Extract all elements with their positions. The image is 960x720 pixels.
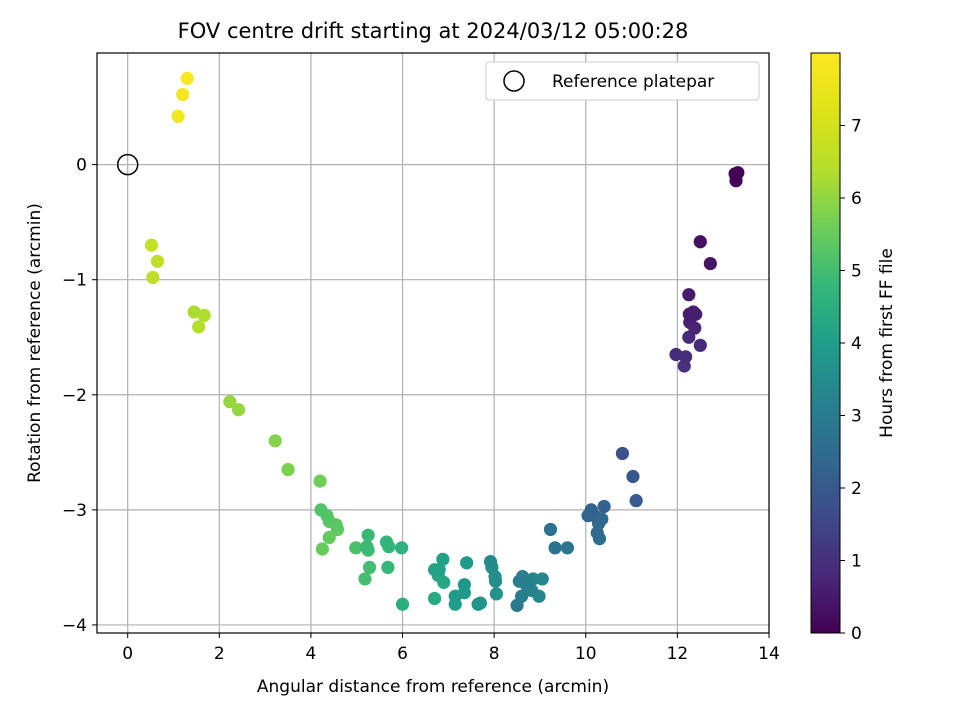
colorbar-tick-label: 1 [851,552,862,572]
data-point [223,395,237,409]
x-tick-label: 0 [122,644,133,664]
data-point [322,530,336,545]
data-point [703,256,717,271]
data-point [381,560,395,575]
data-points [144,71,745,612]
data-point [314,503,328,517]
data-point [379,535,394,549]
colorbar-tick-label: 7 [851,117,862,137]
colorbar-tick-label: 6 [851,189,862,209]
x-tick-label: 14 [758,644,780,664]
legend-entry-reference: Reference platepar [552,72,714,92]
data-point [669,347,683,362]
data-point [362,560,377,575]
colorbar-tick-label: 0 [851,624,862,644]
data-point [473,596,488,610]
x-tick-label: 2 [214,644,225,664]
data-point [682,288,696,302]
y-tick-label: −3 [62,501,87,521]
y-axis-ticks: 0 −1 −2 −3 −4 [62,156,97,636]
legend-reference-marker [503,70,525,92]
data-point [395,541,409,555]
data-point [597,499,611,514]
x-axis-label: Angular distance from reference (arcmin) [257,677,609,697]
data-point [629,494,643,508]
legend: Reference platepar [485,61,760,101]
x-axis-ticks: 0 2 4 6 8 10 12 14 [122,633,780,664]
data-point [626,469,640,484]
chart-title: FOV centre drift starting at 2024/03/12 … [178,19,689,43]
y-tick-label: −4 [62,616,87,636]
data-point [432,563,446,577]
data-point [176,87,190,102]
y-tick-label: −2 [62,386,87,406]
data-point [682,307,696,321]
x-tick-label: 6 [397,644,408,664]
data-point [315,542,329,556]
data-point [144,238,159,252]
legend-box [485,61,760,101]
data-point [460,556,474,570]
data-point [281,462,295,477]
data-point [180,71,194,85]
data-point [171,109,185,123]
data-point [313,474,327,488]
x-tick-label: 10 [575,644,597,664]
colorbar-tick-label: 5 [851,262,862,282]
data-point [535,572,549,586]
data-point [560,541,575,555]
reference-platepar-marker [116,153,139,176]
y-axis-label: Rotation from reference (arcmin) [25,203,45,483]
data-point [428,591,442,606]
data-point [693,338,707,352]
data-point [489,587,504,601]
x-tick-label: 12 [667,644,689,664]
data-point [360,540,374,554]
data-point [515,570,530,584]
data-point [457,578,471,592]
data-point [268,434,282,448]
data-point [584,503,598,517]
reference-marker-group [116,153,139,176]
data-point [693,235,707,249]
data-point [510,598,524,612]
colorbar-tick-label: 3 [851,407,862,427]
y-tick-label: −1 [62,271,87,291]
data-point [483,555,498,569]
data-point [187,305,201,319]
data-point [197,308,211,322]
data-point [349,541,363,555]
colorbar-label: Hours from first FF file [877,248,897,438]
data-point [543,522,558,537]
data-point [731,166,745,180]
data-point [395,597,410,611]
x-tick-label: 4 [306,644,317,664]
data-point [436,552,450,566]
x-tick-label: 8 [489,644,500,664]
data-point [358,572,372,586]
colorbar [810,52,841,634]
data-point [615,446,630,461]
data-point [192,320,206,334]
data-point [231,403,246,417]
colorbar-tick-label: 4 [851,334,862,354]
data-point [150,254,165,268]
y-tick-label: 0 [76,156,87,176]
data-point [146,270,160,285]
colorbar-ticks: 0 1 2 3 4 5 6 7 [840,117,862,644]
data-point [361,528,375,542]
data-point [548,541,562,555]
colorbar-tick-label: 2 [851,479,862,499]
plot-frame [96,52,770,634]
